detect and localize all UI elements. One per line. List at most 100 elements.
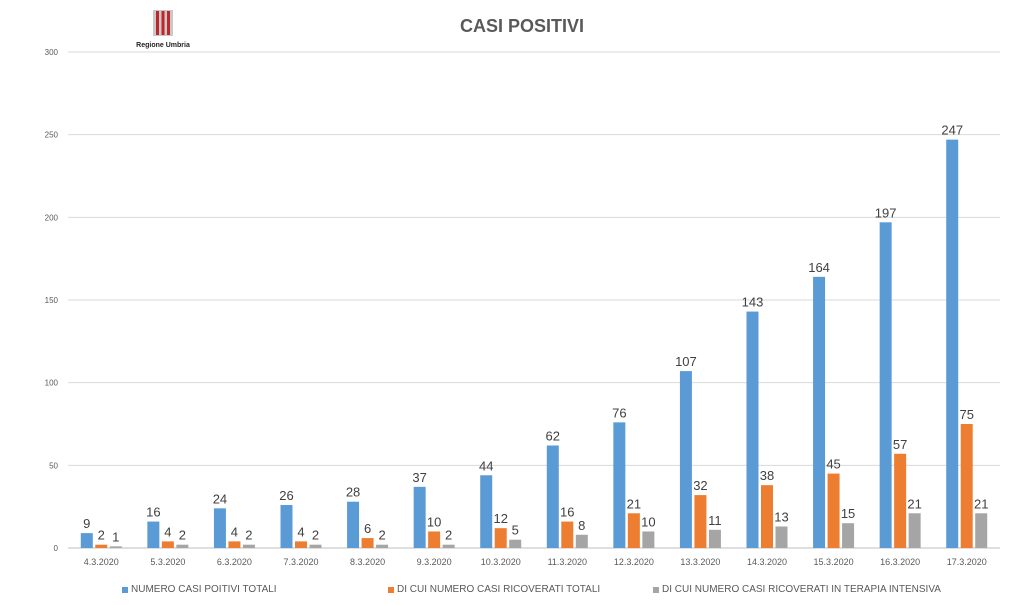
bar xyxy=(80,533,93,548)
legend-label: DI CUI NUMERO CASI RICOVERATI IN TERAPIA… xyxy=(662,584,941,595)
x-tick-label: 8.3.2020 xyxy=(350,557,385,567)
data-label: 45 xyxy=(826,457,840,472)
bar xyxy=(161,541,174,548)
bar xyxy=(975,513,988,548)
bar xyxy=(546,445,559,548)
chart-title: CASI POSITIVI xyxy=(459,16,585,36)
x-tick-label: 4.3.2020 xyxy=(84,557,119,567)
x-tick-label: 5.3.2020 xyxy=(150,557,185,567)
data-label: 21 xyxy=(974,496,988,511)
bar xyxy=(561,521,574,548)
legend-swatch xyxy=(122,586,128,593)
bar xyxy=(228,541,241,548)
x-tick-label: 6.3.2020 xyxy=(217,557,252,567)
data-label: 16 xyxy=(560,505,574,520)
data-label: 2 xyxy=(98,528,105,543)
bar xyxy=(775,526,788,548)
bar xyxy=(908,513,921,548)
y-tick-label: 250 xyxy=(45,131,59,140)
bar xyxy=(176,544,189,548)
x-tick-label: 7.3.2020 xyxy=(283,557,318,567)
bar xyxy=(295,541,307,548)
x-tick-label: 9.3.2020 xyxy=(417,557,452,567)
data-label: 2 xyxy=(445,528,452,543)
bar xyxy=(109,546,122,548)
data-label: 21 xyxy=(627,496,641,511)
data-label: 2 xyxy=(245,528,252,543)
y-tick-label: 150 xyxy=(45,296,59,305)
data-label: 26 xyxy=(279,488,293,503)
data-label: 75 xyxy=(959,407,973,422)
bar xyxy=(642,531,655,548)
data-label: 143 xyxy=(742,295,764,310)
bar xyxy=(376,544,389,548)
bar xyxy=(361,538,374,548)
data-label: 16 xyxy=(146,505,160,520)
legend-item-ricoverati: DI CUI NUMERO CASI RICOVERATI TOTALI xyxy=(388,584,600,595)
data-label: 28 xyxy=(346,485,360,500)
x-tick-label: 10.3.2020 xyxy=(481,557,521,567)
data-label: 107 xyxy=(675,354,697,369)
data-label: 247 xyxy=(941,123,963,138)
data-label: 13 xyxy=(774,510,788,525)
bar xyxy=(746,311,759,548)
legend-item-terapia-intensiva: DI CUI NUMERO CASI RICOVERATI IN TERAPIA… xyxy=(653,584,941,595)
data-label: 9 xyxy=(83,516,90,531)
data-label: 10 xyxy=(427,514,441,529)
x-tick-label: 11.3.2020 xyxy=(548,557,587,567)
y-tick-label: 300 xyxy=(45,48,59,57)
data-label: 8 xyxy=(578,518,585,533)
x-tick-label: 16.3.2020 xyxy=(880,557,920,567)
legend-swatch xyxy=(653,586,659,593)
logo-text: Regione Umbria xyxy=(136,42,190,49)
bar xyxy=(213,508,226,548)
bar xyxy=(309,544,322,548)
bar xyxy=(413,486,426,548)
bar xyxy=(827,473,840,548)
bar xyxy=(442,544,455,548)
data-label: 197 xyxy=(875,205,897,220)
bar xyxy=(708,529,721,548)
data-label: 24 xyxy=(213,491,227,506)
bar xyxy=(694,495,707,548)
x-tick-label: 15.3.2020 xyxy=(814,557,854,567)
bar xyxy=(280,505,293,548)
legend-item-positivi: NUMERO CASI POITIVI TOTALI xyxy=(122,584,277,595)
bar xyxy=(494,528,507,548)
bar xyxy=(761,485,773,548)
data-label: 4 xyxy=(231,524,238,539)
data-label: 2 xyxy=(378,528,385,543)
x-tick-label: 13.3.2020 xyxy=(680,557,720,567)
data-label: 10 xyxy=(641,514,655,529)
data-label: 32 xyxy=(693,478,707,493)
y-tick-label: 200 xyxy=(45,213,59,222)
data-label: 38 xyxy=(760,468,774,483)
bar xyxy=(242,544,255,548)
x-tick-label: 17.3.2020 xyxy=(947,557,987,567)
data-label: 44 xyxy=(479,458,493,473)
data-label: 2 xyxy=(179,528,186,543)
x-tick-label: 12.3.2020 xyxy=(614,557,654,567)
data-label: 5 xyxy=(512,523,519,538)
bar xyxy=(147,521,160,548)
data-label: 2 xyxy=(312,528,319,543)
data-label: 1 xyxy=(112,529,119,544)
data-label: 4 xyxy=(297,524,304,539)
bar xyxy=(813,276,826,548)
bar xyxy=(509,539,522,548)
bar xyxy=(946,139,959,549)
y-tick-label: 100 xyxy=(45,379,59,388)
bar xyxy=(428,531,441,548)
legend-label: DI CUI NUMERO CASI RICOVERATI TOTALI xyxy=(397,584,601,595)
y-tick-label: 50 xyxy=(49,461,58,470)
bar xyxy=(347,501,360,548)
data-label: 21 xyxy=(907,496,921,511)
data-label: 57 xyxy=(893,437,907,452)
bar xyxy=(960,424,973,548)
data-label: 6 xyxy=(364,521,371,536)
data-label: 62 xyxy=(546,428,560,443)
data-label: 4 xyxy=(164,524,171,539)
logo: Regione Umbria xyxy=(128,10,198,49)
y-tick-label: 0 xyxy=(54,544,59,553)
